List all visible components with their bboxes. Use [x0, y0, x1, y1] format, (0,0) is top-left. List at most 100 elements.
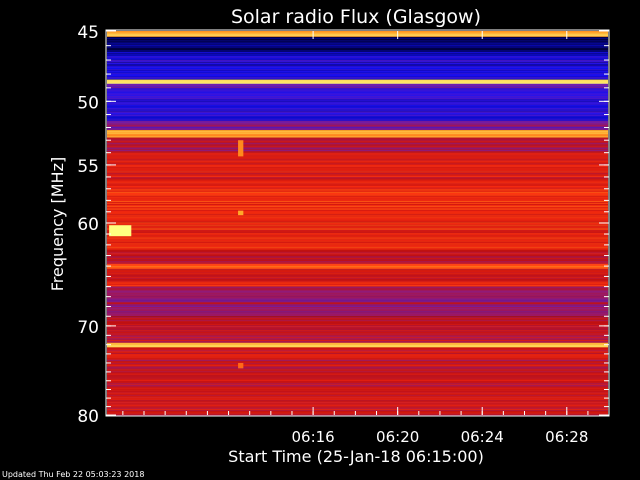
- band-texture: [107, 201, 608, 202]
- band-texture: [107, 136, 608, 138]
- band-texture: [107, 356, 608, 358]
- band-texture: [107, 378, 608, 380]
- band-texture: [107, 184, 608, 186]
- band-texture: [107, 208, 608, 210]
- band-texture: [107, 62, 608, 63]
- band-texture: [107, 189, 608, 191]
- band-texture: [107, 104, 608, 106]
- band-texture: [107, 158, 608, 160]
- band-texture: [107, 182, 608, 184]
- band-texture: [107, 338, 608, 340]
- band-texture: [107, 376, 608, 378]
- band-texture: [107, 283, 608, 285]
- chart-title: Solar radio Flux (Glasgow): [231, 6, 481, 28]
- band-texture: [107, 69, 608, 71]
- band-texture: [107, 300, 608, 302]
- band-texture: [107, 41, 608, 43]
- band-texture: [107, 279, 608, 282]
- band-texture: [107, 303, 608, 305]
- band-texture: [107, 333, 608, 335]
- band-texture: [107, 236, 608, 238]
- band-texture: [107, 56, 608, 58]
- band-texture: [107, 274, 608, 276]
- x-axis-label: Start Time (25-Jan-18 06:15:00): [228, 447, 484, 466]
- band-texture: [107, 308, 608, 310]
- band-texture: [107, 404, 608, 406]
- band-texture: [107, 62, 608, 64]
- band-texture: [107, 133, 608, 135]
- band-texture: [107, 190, 608, 192]
- band-texture: [107, 35, 608, 37]
- band-texture: [107, 153, 608, 155]
- band-texture: [107, 144, 608, 146]
- band-texture: [107, 212, 608, 214]
- band-texture: [107, 227, 608, 228]
- band-texture: [107, 413, 608, 415]
- band-texture: [107, 64, 608, 66]
- band-texture: [107, 130, 608, 132]
- band-texture: [107, 259, 608, 261]
- band-texture: [107, 329, 608, 332]
- band-texture: [107, 345, 608, 347]
- band-texture: [107, 121, 608, 123]
- band-texture: [107, 124, 608, 126]
- band-texture: [107, 380, 608, 382]
- band-texture: [107, 261, 608, 263]
- band-texture: [107, 131, 608, 133]
- band-texture: [107, 287, 608, 290]
- band-texture: [107, 134, 608, 136]
- band-texture: [107, 43, 608, 45]
- band-texture: [107, 387, 608, 389]
- band-texture: [107, 175, 608, 177]
- band-texture: [107, 76, 608, 78]
- band-texture: [107, 72, 608, 75]
- band-texture: [107, 209, 608, 211]
- spike-1: [238, 140, 244, 157]
- band-texture: [107, 175, 608, 176]
- band-texture: [107, 224, 608, 226]
- band-texture: [107, 352, 608, 354]
- band-texture: [107, 405, 608, 407]
- band-texture: [107, 129, 608, 131]
- band-texture: [107, 125, 608, 127]
- band-texture: [107, 298, 608, 300]
- band-texture: [107, 273, 608, 275]
- band-texture: [107, 45, 608, 47]
- band-texture: [107, 351, 608, 353]
- band-texture: [107, 305, 608, 307]
- band-texture: [107, 147, 608, 149]
- band-texture: [107, 266, 608, 268]
- band-texture: [107, 210, 608, 212]
- band-texture: [107, 173, 608, 175]
- band-texture: [107, 367, 608, 369]
- band-texture: [107, 114, 608, 116]
- band-texture: [107, 414, 608, 416]
- band-texture: [107, 348, 608, 350]
- band-texture: [107, 331, 608, 333]
- band-texture: [107, 234, 608, 236]
- band-texture: [107, 362, 608, 365]
- band-texture: [107, 321, 608, 323]
- band-texture: [107, 286, 608, 288]
- band-texture: [107, 151, 608, 153]
- band-texture: [107, 37, 608, 40]
- band-texture: [107, 172, 608, 173]
- band-texture: [107, 119, 608, 121]
- band-texture: [107, 242, 608, 244]
- band-texture: [107, 219, 608, 221]
- band-texture: [107, 392, 608, 395]
- band-texture: [107, 231, 608, 233]
- band-texture: [107, 220, 608, 222]
- band-texture: [107, 327, 608, 329]
- band-texture: [107, 82, 608, 84]
- y-tick-label: 60: [77, 215, 99, 235]
- band-texture: [107, 38, 608, 41]
- band-texture: [107, 237, 608, 240]
- band-texture: [107, 410, 608, 411]
- band-texture: [107, 265, 608, 267]
- band-texture: [107, 141, 608, 143]
- band-texture: [107, 315, 608, 317]
- burst-0: [109, 225, 132, 237]
- band-texture: [107, 96, 608, 98]
